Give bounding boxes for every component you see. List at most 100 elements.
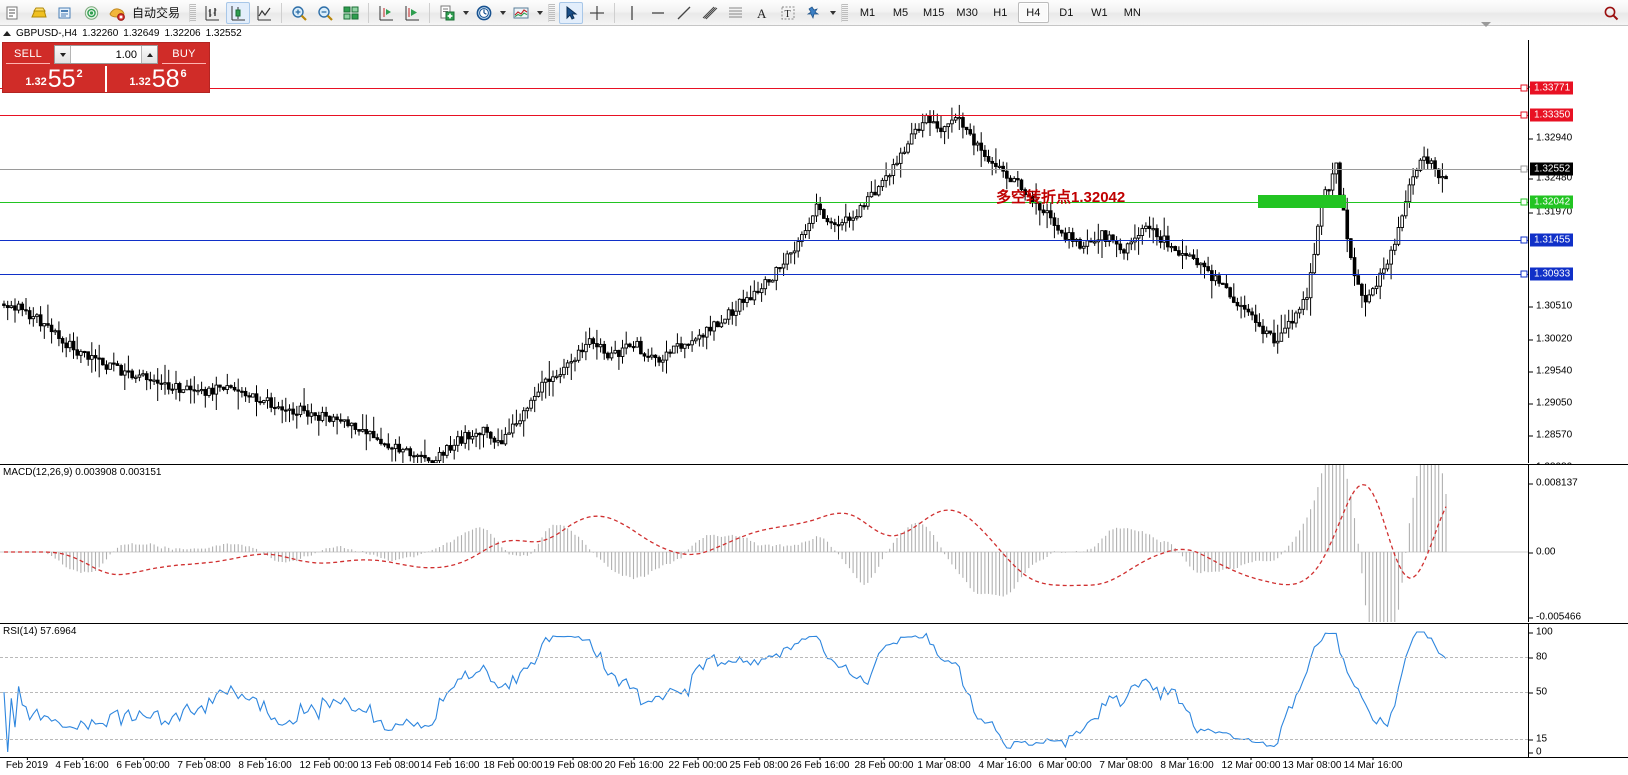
vertical-line-icon[interactable] (620, 2, 644, 24)
rsi-series (3, 631, 1447, 753)
price-tag[interactable]: 1.33771 (1530, 81, 1574, 95)
zoom-in-icon[interactable] (287, 2, 311, 24)
time-axis-tick: 1 Mar 08:00 (917, 757, 971, 771)
chart-collapse-icon[interactable] (1481, 22, 1491, 27)
equidistant-channel-icon[interactable] (698, 2, 722, 24)
new-order-icon[interactable] (435, 2, 459, 24)
chart-shift-icon[interactable] (374, 2, 398, 24)
chart-maximize-icon[interactable] (3, 30, 11, 36)
one-click-trading-panel[interactable]: SELL 1.00 BUY 1.32 55 2 1.32 58 6 (2, 42, 210, 93)
rsi-plot[interactable] (0, 624, 1528, 757)
autotrade-label[interactable]: 自动交易 (132, 6, 181, 20)
level-line[interactable] (0, 202, 1528, 203)
line-chart-icon[interactable] (252, 2, 276, 24)
timeframe-button-mn[interactable]: MN (1123, 6, 1141, 19)
bar-chart-icon[interactable] (200, 2, 224, 24)
toolbar-group-zoom (286, 0, 364, 26)
horizontal-line-icon[interactable] (646, 2, 670, 24)
crosshair-icon[interactable] (585, 2, 609, 24)
time-axis[interactable]: Feb 2019 4 Feb 16:00 6 Feb 00:00 7 Feb 08:0… (0, 757, 1628, 775)
price-tag[interactable]: 1.31455 (1530, 233, 1574, 247)
level-handle[interactable] (1520, 84, 1528, 92)
trendline-icon[interactable] (672, 2, 696, 24)
text-label-icon[interactable]: A (750, 2, 774, 24)
sell-button[interactable]: SELL (6, 45, 50, 64)
time-axis-tick: 4 Feb 16:00 (55, 757, 109, 771)
buy-price-fraction: 6 (180, 68, 187, 80)
timeframe-button-m5[interactable]: M5 (892, 6, 909, 19)
cursor-icon[interactable] (559, 1, 584, 24)
timeframe-button-m30[interactable]: M30 (956, 6, 978, 19)
period-dropdown-arrow-icon[interactable] (497, 2, 508, 24)
macd-pane[interactable]: MACD(12,26,9) 0.003908 0.003151 0.008137… (0, 464, 1628, 623)
lot-increase-button[interactable] (141, 46, 157, 63)
text-object-icon[interactable]: T (776, 2, 800, 24)
toolbar-separator-3[interactable] (841, 3, 849, 22)
price-tag[interactable]: 1.30933 (1530, 267, 1574, 281)
level-line[interactable] (0, 88, 1528, 89)
price-tag[interactable]: 1.33350 (1530, 108, 1574, 122)
candlestick-plot (2, 104, 1448, 463)
level-handle[interactable] (1520, 270, 1528, 278)
zoom-out-icon[interactable] (313, 2, 337, 24)
lot-size-value[interactable]: 1.00 (115, 48, 137, 61)
ohlc-open: 1.32260 (82, 27, 119, 39)
price-tag[interactable]: 1.32552 (1530, 162, 1574, 176)
level-line[interactable] (0, 274, 1528, 275)
toolbar-separator-2[interactable] (548, 3, 556, 22)
timeframe-button-m15[interactable]: M15 (923, 6, 945, 19)
indicators-dropdown-arrow-icon[interactable] (534, 2, 545, 24)
period-icon[interactable] (472, 2, 496, 24)
auto-scroll-icon[interactable] (400, 2, 424, 24)
level-line[interactable] (0, 240, 1528, 241)
macd-plot[interactable] (0, 465, 1528, 622)
search-icon[interactable] (1599, 2, 1623, 24)
timeframe-button-d1[interactable]: D1 (1059, 6, 1074, 19)
indicators-icon[interactable] (509, 2, 533, 24)
price-tag[interactable]: 1.32042 (1530, 195, 1574, 209)
level-line[interactable] (0, 169, 1528, 170)
level-handle[interactable] (1520, 111, 1528, 119)
price-pane[interactable]: 多空转折点1.32042 1.339101.329401.324801.3197… (0, 40, 1628, 502)
price-axis-tick: 1.32480 (1529, 173, 1572, 184)
macd-axis[interactable]: 0.008137 0.00 -0.005466 (1528, 465, 1628, 623)
buy-button[interactable]: BUY (162, 45, 206, 64)
lot-decrease-button[interactable] (55, 46, 71, 63)
price-plot[interactable]: 多空转折点1.32042 (0, 40, 1528, 463)
rsi-axis[interactable]: 100 80 50 15 0 (1528, 624, 1628, 758)
rsi-level-line (0, 657, 1528, 658)
buy-price[interactable]: 1.32 58 6 (105, 66, 209, 92)
new-order-dropdown-arrow-icon[interactable] (460, 2, 471, 24)
level-handle[interactable] (1520, 165, 1528, 173)
timeframe-button-h1[interactable]: H1 (993, 6, 1008, 19)
order-icon[interactable] (1, 2, 25, 24)
rsi-pane[interactable]: RSI(14) 57.6964 100 80 50 15 0 (0, 623, 1628, 758)
rsi-level-line (0, 692, 1528, 693)
news-icon[interactable] (53, 2, 77, 24)
candlestick-chart-icon[interactable] (226, 1, 251, 24)
rsi-axis-tick: 0 (1529, 747, 1542, 758)
toolbar-group-tools: A T (558, 0, 838, 26)
timeframe-button-m1[interactable]: M1 (859, 6, 876, 19)
level-handle[interactable] (1520, 198, 1528, 206)
toolbar-group-standard: 自动交易 (0, 0, 186, 26)
autotrade-icon[interactable] (105, 2, 129, 24)
templates-icon[interactable] (802, 2, 826, 24)
timeframe-button-w1[interactable]: W1 (1091, 6, 1108, 19)
level-handle[interactable] (1520, 236, 1528, 244)
time-axis-tick: 6 Feb 00:00 (116, 757, 170, 771)
tile-windows-icon[interactable] (339, 2, 363, 24)
gold-bar-icon[interactable] (27, 2, 51, 24)
level-line[interactable] (0, 115, 1528, 116)
price-axis[interactable]: 1.339101.329401.324801.319701.305101.300… (1528, 40, 1628, 502)
time-axis-tick: 20 Feb 16:00 (604, 757, 664, 771)
price-axis-tick: 1.30510 (1529, 301, 1572, 312)
toolbar-separator-1[interactable] (189, 3, 197, 22)
templates-dropdown-arrow-icon[interactable] (827, 2, 838, 24)
timeframe-button-h4[interactable]: H4 (1017, 2, 1049, 23)
sell-price[interactable]: 1.32 55 2 (3, 66, 105, 92)
toolbar-group-shift (373, 0, 425, 26)
fibonacci-icon[interactable] (724, 2, 748, 24)
lot-size-stepper[interactable]: 1.00 (54, 45, 158, 64)
signal-icon[interactable] (79, 2, 103, 24)
